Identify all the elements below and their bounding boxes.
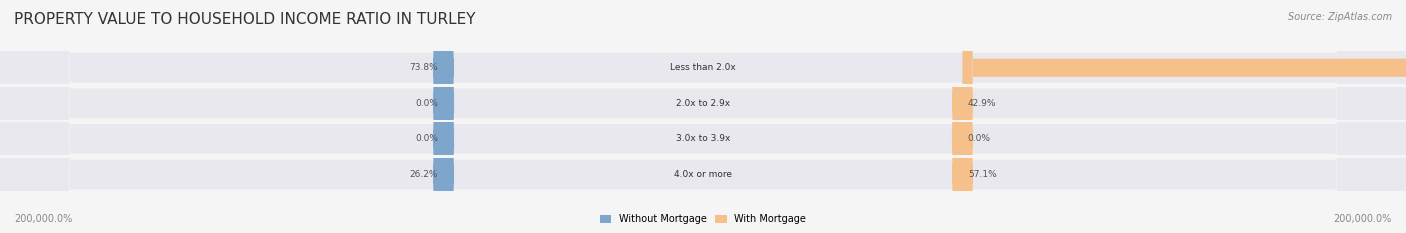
FancyBboxPatch shape xyxy=(952,0,973,233)
FancyBboxPatch shape xyxy=(433,0,454,233)
FancyBboxPatch shape xyxy=(433,0,454,233)
FancyBboxPatch shape xyxy=(963,0,1406,233)
Text: 2.0x to 2.9x: 2.0x to 2.9x xyxy=(676,99,730,108)
Text: 200,000.0%: 200,000.0% xyxy=(1334,214,1392,224)
Text: 200,000.0%: 200,000.0% xyxy=(14,214,72,224)
Text: 0.0%: 0.0% xyxy=(415,134,439,144)
Text: 4.0x or more: 4.0x or more xyxy=(673,170,733,179)
Text: 42.9%: 42.9% xyxy=(967,99,997,108)
Text: 3.0x to 3.9x: 3.0x to 3.9x xyxy=(676,134,730,144)
Text: Less than 2.0x: Less than 2.0x xyxy=(671,63,735,72)
Text: PROPERTY VALUE TO HOUSEHOLD INCOME RATIO IN TURLEY: PROPERTY VALUE TO HOUSEHOLD INCOME RATIO… xyxy=(14,12,475,27)
FancyBboxPatch shape xyxy=(433,0,454,233)
Text: 73.8%: 73.8% xyxy=(409,63,439,72)
Text: 0.0%: 0.0% xyxy=(967,134,991,144)
FancyBboxPatch shape xyxy=(952,0,973,233)
Text: 26.2%: 26.2% xyxy=(409,170,439,179)
Text: 0.0%: 0.0% xyxy=(415,99,439,108)
Legend: Without Mortgage, With Mortgage: Without Mortgage, With Mortgage xyxy=(596,210,810,228)
FancyBboxPatch shape xyxy=(433,0,454,233)
Text: 57.1%: 57.1% xyxy=(967,170,997,179)
FancyBboxPatch shape xyxy=(952,0,973,233)
Text: Source: ZipAtlas.com: Source: ZipAtlas.com xyxy=(1288,12,1392,22)
